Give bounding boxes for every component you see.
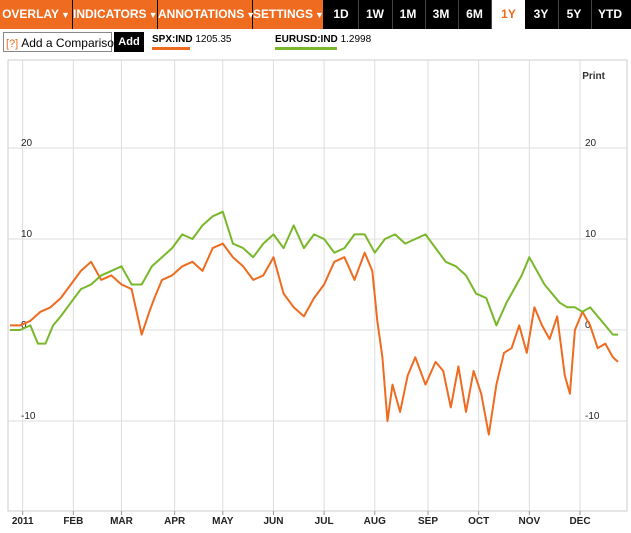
y-tick-label-left: 10 (21, 229, 33, 240)
y-tick-label-left: -10 (21, 411, 36, 422)
x-tick-label: NOV (518, 516, 540, 527)
x-tick-label: OCT (468, 516, 489, 527)
range-5y-button[interactable]: 5Y (566, 7, 582, 21)
help-icon[interactable]: [?] (6, 38, 19, 50)
indicators-menu-button[interactable]: INDICATORS ▼ (73, 0, 157, 29)
indicators-label: INDICATORS (73, 7, 147, 21)
legend-symbol: EURUSD:IND (275, 34, 338, 45)
y-tick-label-right: 20 (585, 138, 597, 149)
divider (591, 0, 592, 29)
x-tick-label: JUN (263, 516, 283, 527)
print-link[interactable]: Print (582, 71, 605, 82)
range-1y-button[interactable]: 1Y (492, 0, 525, 29)
x-tick-label: FEB (63, 516, 83, 527)
range-3m-button[interactable]: 3M (432, 7, 450, 21)
legend-swatch-spx (152, 47, 190, 50)
chevron-down-icon: ▼ (60, 10, 70, 20)
range-1w-button[interactable]: 1W (366, 7, 384, 21)
y-tick-label-right: 10 (585, 229, 597, 240)
add-comparison-input[interactable]: [?] Add a Comparison (3, 32, 121, 52)
divider (491, 0, 492, 29)
overlay-menu-button[interactable]: OVERLAY ▼ (0, 0, 72, 29)
range-6m-button[interactable]: 6M (466, 7, 483, 21)
divider (558, 0, 559, 29)
x-tick-label: JUL (315, 516, 334, 527)
legend-item-eurusd[interactable]: EURUSD:IND 1.2998 (275, 34, 371, 45)
chevron-down-icon: ▼ (246, 10, 256, 20)
add-comparison-button[interactable]: Add (114, 32, 144, 52)
chart-toolbar: OVERLAY ▼ INDICATORS ▼ ANNOTATIONS ▼ SETTIN… (0, 0, 631, 29)
legend-value: 1205.35 (195, 34, 232, 45)
legend-value: 1.2998 (340, 34, 372, 45)
divider (425, 0, 426, 29)
x-tick-label: DEC (569, 516, 590, 527)
range-1d-button[interactable]: 1D (333, 7, 349, 21)
settings-label: SETTINGS (253, 7, 314, 21)
series-line-eurusd-ind (10, 210, 618, 345)
x-tick-label: AUG (364, 516, 386, 527)
axis-ticks: 20 20 10 10 0 0 -10 -10 2011 FEB MAR APR MAY JUN JUL AU… (12, 138, 600, 527)
add-comparison-placeholder: Add a Comparison (21, 36, 121, 50)
y-tick-label-left: 0 (21, 320, 27, 331)
range-3y-button[interactable]: 3Y (533, 7, 549, 21)
plot-border (7, 59, 628, 512)
y-tick-label-left: 20 (21, 138, 33, 149)
series-lines (10, 210, 619, 436)
x-tick-label: SEP (418, 516, 438, 527)
range-ytd-button[interactable]: YTD (598, 7, 622, 21)
y-tick-label-right: 0 (585, 320, 591, 331)
settings-menu-button[interactable]: SETTINGS ▼ (253, 0, 324, 29)
divider (392, 0, 393, 29)
legend-item-spx[interactable]: SPX:IND 1205.35 (152, 34, 232, 45)
x-tick-label: MAR (110, 516, 134, 527)
annotations-menu-button[interactable]: ANNOTATIONS ▼ (158, 0, 256, 29)
range-1m-button[interactable]: 1M (399, 7, 417, 21)
comparison-bar: [?] Add a Comparison Add SPX:IND 1205.35 … (0, 30, 631, 56)
chevron-down-icon: ▼ (315, 10, 324, 20)
x-tick-label: APR (164, 516, 186, 527)
series-line-spx-ind (10, 242, 619, 436)
divider (358, 0, 359, 29)
x-tick-label: 2011 (12, 516, 34, 527)
legend-symbol: SPX:IND (152, 34, 193, 45)
y-tick-label-right: -10 (585, 411, 600, 422)
annotations-label: ANNOTATIONS (158, 7, 245, 21)
overlay-label: OVERLAY (2, 7, 59, 21)
grid-lines (7, 59, 628, 512)
x-tick-label: MAY (212, 516, 234, 527)
chevron-down-icon: ▼ (148, 10, 158, 20)
divider (458, 0, 459, 29)
legend-swatch-eurusd (275, 47, 337, 50)
